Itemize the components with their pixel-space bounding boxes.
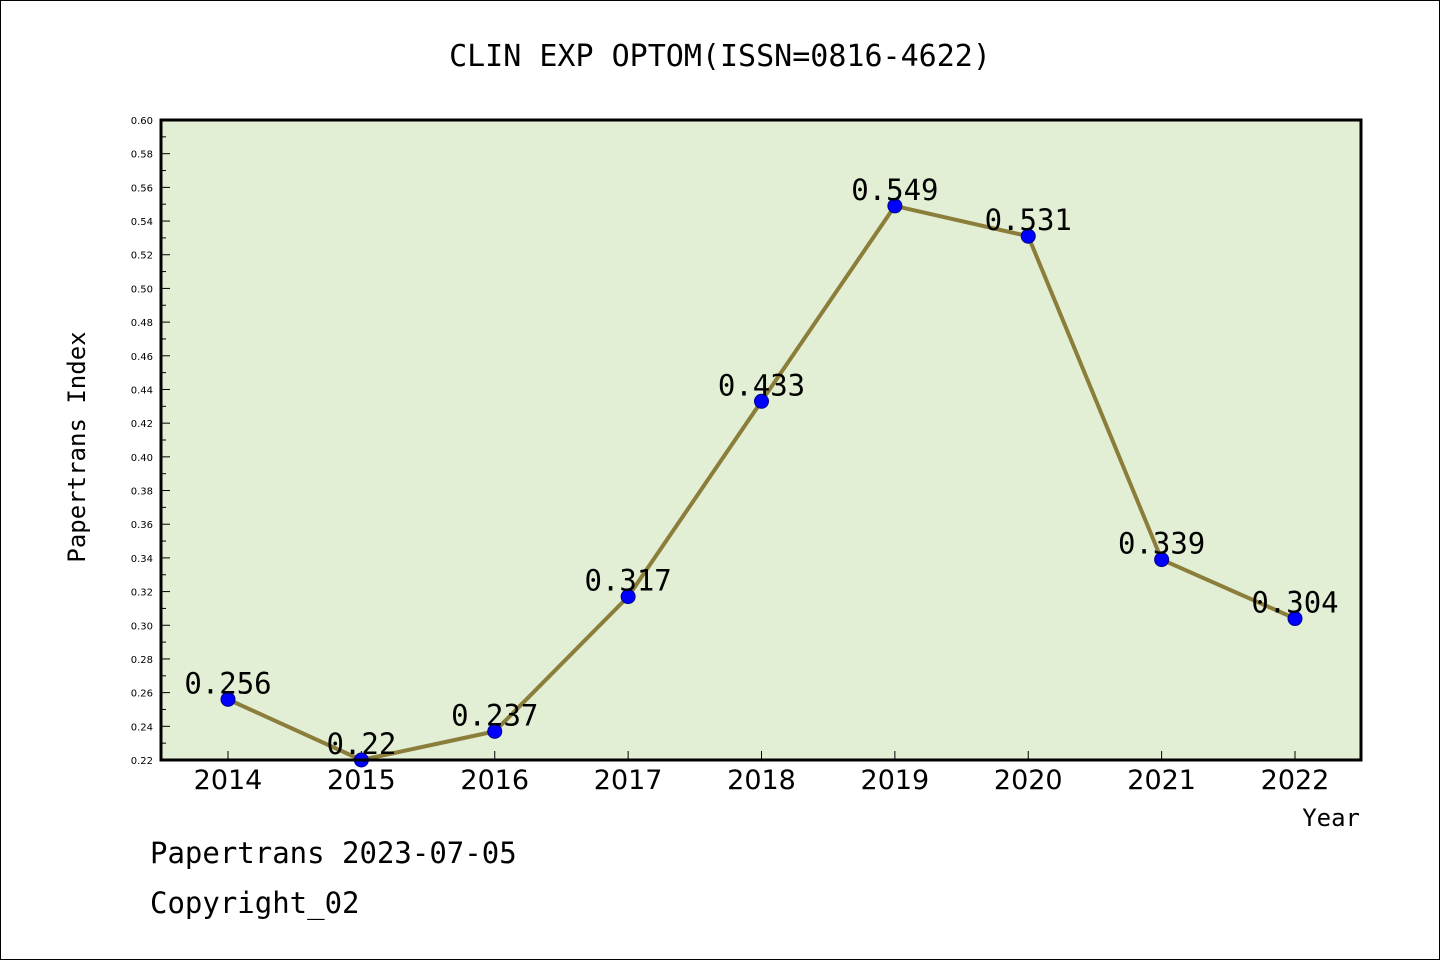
data-label: 0.339 <box>1118 527 1205 561</box>
y-tick-label: 0.38 <box>131 487 153 498</box>
y-tick-label: 0.52 <box>131 251 153 262</box>
y-tick-label: 0.50 <box>131 284 153 295</box>
x-axis-label: Year <box>1302 804 1360 832</box>
y-tick-label: 0.26 <box>131 689 153 700</box>
footer-source: Papertrans 2023-07-05 <box>150 836 517 870</box>
x-tick-label: 2015 <box>327 765 396 796</box>
data-label: 0.531 <box>985 203 1072 237</box>
data-label: 0.317 <box>584 564 671 598</box>
data-point <box>887 198 903 214</box>
y-tick-label: 0.24 <box>131 722 153 733</box>
x-tick-label: 2021 <box>1127 765 1196 796</box>
data-label: 0.237 <box>451 698 538 732</box>
x-tick-label: 2018 <box>727 765 796 796</box>
data-point <box>620 589 636 605</box>
y-tick-label: 0.40 <box>131 453 153 464</box>
data-point <box>1020 228 1036 244</box>
plot-border <box>159 118 1363 762</box>
y-tick-label: 0.48 <box>131 318 153 329</box>
data-label: 0.256 <box>184 666 271 700</box>
data-label: 0.549 <box>851 173 938 207</box>
series: 0.256 0.22 0.237 0.317 0.433 0.549 0.531 0.339 0… <box>184 173 1339 768</box>
y-tick-label: 0.28 <box>131 655 153 666</box>
data-point <box>220 691 236 707</box>
y-tick-label: 0.58 <box>131 150 153 161</box>
x-tick-label: 2019 <box>861 765 930 796</box>
y-tick-label: 0.46 <box>131 352 153 363</box>
data-label: 0.433 <box>718 368 805 402</box>
y-tick-label: 0.44 <box>131 385 153 396</box>
data-label: 0.304 <box>1251 586 1338 620</box>
y-tick-label: 0.32 <box>131 588 153 599</box>
y-axis-label: Papertrans Index <box>63 331 91 562</box>
y-tick-label: 0.30 <box>131 621 153 632</box>
x-tick-label: 2020 <box>994 765 1063 796</box>
x-tick-label: 2016 <box>460 765 529 796</box>
chart-title: CLIN EXP OPTOM(ISSN=0816-4622) <box>449 39 991 74</box>
y-tick-label: 0.36 <box>131 520 153 531</box>
data-point <box>754 393 769 409</box>
x-tick-label: 2017 <box>594 765 663 796</box>
footer-copyright: Copyright_02 <box>150 886 360 920</box>
y-tick-label: 0.56 <box>131 183 153 194</box>
y-tick-label: 0.34 <box>131 554 153 565</box>
y-tick-label: 0.60 <box>131 116 153 127</box>
data-label: 0.22 <box>326 727 396 761</box>
x-tick-label: 2022 <box>1261 765 1330 796</box>
data-point <box>1287 611 1303 627</box>
y-tick-label: 0.54 <box>131 217 153 228</box>
y-tick-label: 0.42 <box>131 419 153 430</box>
data-point <box>487 723 503 739</box>
y-axis: 0.22 0.24 0.26 0.28 0.30 0.32 0.34 0.36 0.38 0.40… <box>131 116 170 767</box>
plot-area <box>161 120 1361 760</box>
x-axis: 2014 2015 2016 2017 2018 2019 2020 2021 2022 <box>194 751 1330 796</box>
y-tick-label: 0.22 <box>131 756 153 767</box>
data-point <box>1154 552 1170 568</box>
x-tick-label: 2014 <box>194 765 263 796</box>
